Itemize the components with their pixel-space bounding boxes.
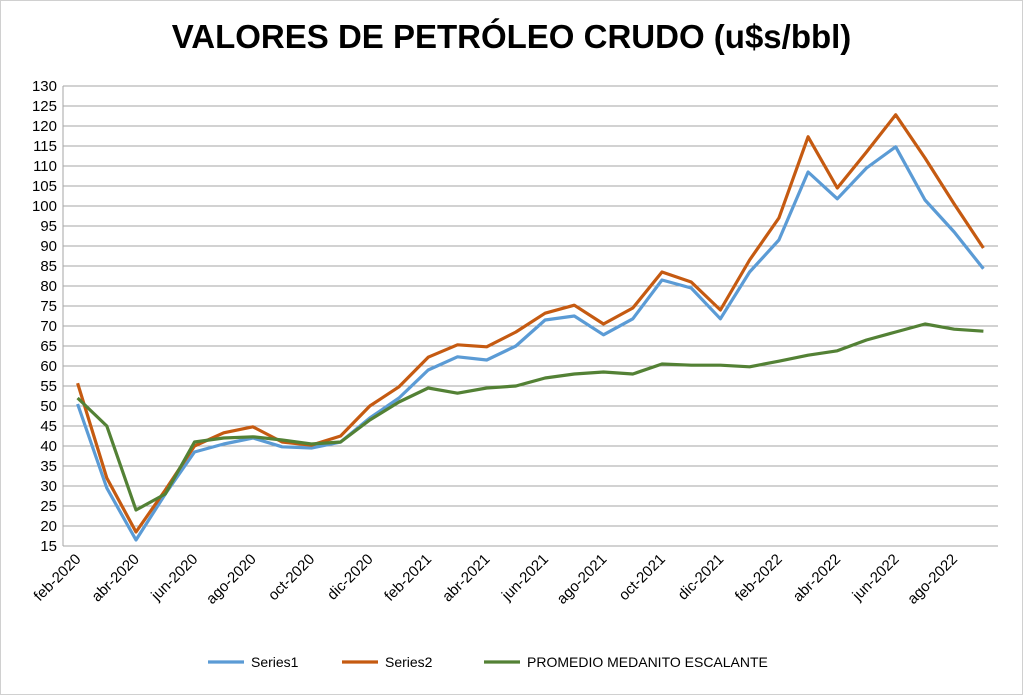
- x-tick-label: dic-2021: [675, 551, 728, 604]
- y-tick-label: 55: [40, 378, 57, 395]
- x-tick-label: feb-2020: [31, 551, 85, 605]
- y-tick-label: 85: [40, 258, 57, 275]
- y-tick-label: 125: [32, 98, 57, 115]
- y-tick-label: 115: [33, 138, 57, 155]
- y-tick-label: 130: [32, 78, 57, 95]
- y-tick-label: 100: [32, 198, 57, 215]
- x-tick-label: abr-2021: [439, 551, 493, 605]
- x-tick-label: dic-2020: [324, 551, 377, 604]
- y-tick-label: 45: [40, 418, 57, 435]
- x-tick-label: ago-2020: [203, 551, 260, 608]
- x-tick-label: abr-2020: [88, 551, 142, 605]
- x-tick-label: oct-2021: [616, 551, 669, 604]
- y-tick-label: 105: [32, 178, 57, 195]
- y-tick-label: 75: [40, 298, 57, 315]
- series-line-3: [76, 322, 984, 512]
- y-tick-label: 95: [40, 218, 57, 235]
- x-tick-label: jun-2022: [849, 551, 903, 605]
- y-tick-label: 80: [40, 278, 57, 295]
- y-tick-label: 15: [40, 538, 57, 555]
- y-tick-label: 120: [32, 118, 57, 135]
- y-tick-label: 35: [40, 458, 57, 475]
- y-tick-label: 70: [40, 318, 57, 335]
- x-tick-label: jun-2020: [147, 551, 201, 605]
- chart-title: VALORES DE PETRÓLEO CRUDO (u$s/bbl): [171, 18, 852, 55]
- x-tick-label: jun-2021: [498, 551, 552, 605]
- y-tick-label: 90: [40, 238, 57, 255]
- series-line-1: [76, 145, 985, 542]
- x-tick-label: oct-2020: [265, 551, 318, 604]
- y-tick-label: 60: [40, 358, 57, 375]
- y-tick-label: 40: [40, 438, 57, 455]
- y-tick-label: 65: [40, 338, 57, 355]
- x-tick-label: ago-2021: [554, 551, 611, 608]
- legend-label-2: Series2: [385, 654, 433, 670]
- y-tick-label: 25: [40, 498, 57, 515]
- legend-label-1: Series1: [251, 654, 299, 670]
- legend-label-3: PROMEDIO MEDANITO ESCALANTE: [527, 654, 768, 670]
- series-line-2: [76, 113, 985, 534]
- x-tick-label: feb-2022: [732, 551, 786, 605]
- y-tick-label: 50: [40, 398, 57, 415]
- y-tick-label: 20: [40, 518, 57, 535]
- x-tick-label: feb-2021: [381, 551, 435, 605]
- y-tick-label: 30: [40, 478, 57, 495]
- x-tick-label: abr-2022: [790, 551, 844, 605]
- x-tick-label: ago-2022: [904, 551, 961, 608]
- y-tick-label: 110: [33, 158, 57, 175]
